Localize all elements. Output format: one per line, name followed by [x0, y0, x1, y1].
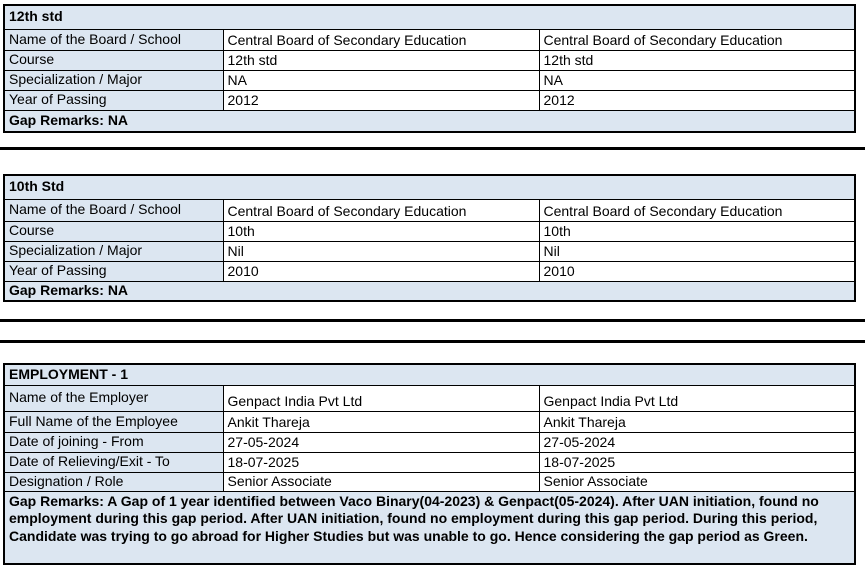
- table-row: Year of Passing 2012 2012: [3, 89, 856, 111]
- gap-remarks: Gap Remarks: A Gap of 1 year identified …: [3, 490, 856, 565]
- table-row: Course 12th std 12th std: [3, 49, 856, 71]
- row-value: Central Board of Secondary Education: [538, 28, 856, 51]
- row-label: Date of Relieving/Exit - To: [3, 451, 224, 473]
- row-value: Nil: [538, 240, 856, 262]
- table-title: EMPLOYMENT - 1: [3, 363, 856, 386]
- row-label: Specialization / Major: [3, 69, 224, 91]
- row-label: Course: [3, 49, 224, 71]
- table-row: Specialization / Major NA NA: [3, 69, 856, 91]
- table-title: 10th Std: [3, 174, 856, 200]
- row-value: Genpact India Pvt Ltd: [538, 384, 856, 412]
- section-divider-line: [0, 319, 865, 322]
- table-row: Designation / Role Senior Associate Seni…: [3, 471, 856, 492]
- row-value: 18-07-2025: [222, 451, 540, 473]
- row-value: 12th std: [538, 49, 856, 71]
- row-value: Ankit Thareja: [538, 410, 856, 433]
- gap-remarks: Gap Remarks: NA: [3, 280, 856, 301]
- section-divider-line: [0, 147, 865, 150]
- section-divider-line: [0, 340, 865, 343]
- row-value: 2010: [538, 260, 856, 282]
- row-value: Central Board of Secondary Education: [222, 198, 540, 222]
- row-label: Designation / Role: [3, 471, 224, 492]
- row-value: 27-05-2024: [222, 431, 540, 453]
- row-value: NA: [538, 69, 856, 91]
- table-row: Gap Remarks: NA: [3, 109, 856, 133]
- table-row: Date of Relieving/Exit - To 18-07-2025 1…: [3, 451, 856, 473]
- education-table-12th: 12th std Name of the Board / School Cent…: [3, 4, 856, 133]
- table-row: Name of the Board / School Central Board…: [3, 198, 856, 222]
- row-value: 2012: [538, 89, 856, 111]
- table-row: Year of Passing 2010 2010: [3, 260, 856, 282]
- row-value: Nil: [222, 240, 540, 262]
- table-row: Name of the Board / School Central Board…: [3, 28, 856, 51]
- row-value: NA: [222, 69, 540, 91]
- row-value: Genpact India Pvt Ltd: [222, 384, 540, 412]
- row-value: 2010: [222, 260, 540, 282]
- row-label: Name of the Board / School: [3, 28, 224, 51]
- row-value: 10th: [222, 220, 540, 242]
- row-value: 10th: [538, 220, 856, 242]
- table-row: Gap Remarks: A Gap of 1 year identified …: [3, 490, 856, 565]
- row-value: 18-07-2025: [538, 451, 856, 473]
- table-row: Full Name of the Employee Ankit Thareja …: [3, 410, 856, 433]
- table-row: 10th Std: [3, 174, 856, 200]
- row-value: Senior Associate: [538, 471, 856, 492]
- row-value: Central Board of Secondary Education: [538, 198, 856, 222]
- table-row: Course 10th 10th: [3, 220, 856, 242]
- education-table-10th: 10th Std Name of the Board / School Cent…: [3, 174, 856, 302]
- row-value: 2012: [222, 89, 540, 111]
- row-label: Course: [3, 220, 224, 242]
- row-value: 27-05-2024: [538, 431, 856, 453]
- row-value: 12th std: [222, 49, 540, 71]
- table-row: Date of joining - From 27-05-2024 27-05-…: [3, 431, 856, 453]
- row-label: Year of Passing: [3, 260, 224, 282]
- table-row: EMPLOYMENT - 1: [3, 363, 856, 386]
- row-label: Full Name of the Employee: [3, 410, 224, 433]
- row-label: Year of Passing: [3, 89, 224, 111]
- row-value: Senior Associate: [222, 471, 540, 492]
- table-row: 12th std: [3, 4, 856, 30]
- row-label: Specialization / Major: [3, 240, 224, 262]
- row-label: Date of joining - From: [3, 431, 224, 453]
- gap-remarks: Gap Remarks: NA: [3, 109, 856, 133]
- row-value: Ankit Thareja: [222, 410, 540, 433]
- row-value: Central Board of Secondary Education: [222, 28, 540, 51]
- table-row: Gap Remarks: NA: [3, 280, 856, 301]
- row-label: Name of the Employer: [3, 384, 224, 412]
- employment-table-1: EMPLOYMENT - 1 Name of the Employer Genp…: [3, 363, 857, 565]
- table-row: Specialization / Major Nil Nil: [3, 240, 856, 262]
- table-title: 12th std: [3, 4, 856, 30]
- row-label: Name of the Board / School: [3, 198, 224, 222]
- table-row: Name of the Employer Genpact India Pvt L…: [3, 384, 856, 412]
